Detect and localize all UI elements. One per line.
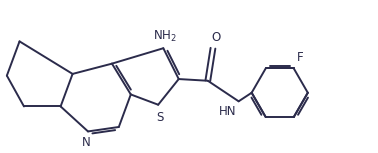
Text: HN: HN — [218, 105, 236, 118]
Text: F: F — [297, 51, 304, 64]
Text: N: N — [82, 136, 91, 149]
Text: S: S — [156, 111, 164, 124]
Text: O: O — [212, 31, 221, 44]
Text: NH$_2$: NH$_2$ — [153, 29, 177, 44]
